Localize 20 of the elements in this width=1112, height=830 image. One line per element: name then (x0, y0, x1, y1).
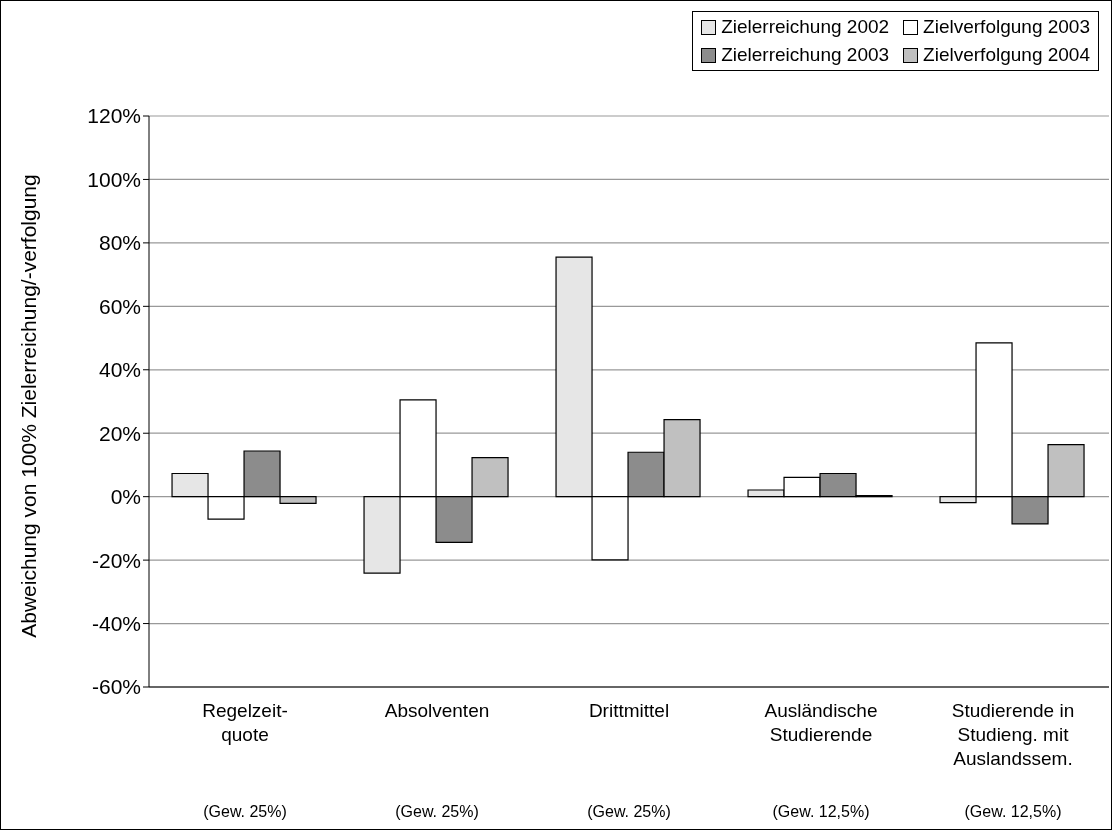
y-axis-title: Abweichung von 100% Zielerreichung/-verfolgung (17, 174, 41, 638)
category-label: Absolventen (Gew. 25%) (384, 700, 490, 820)
y-tick-label: 20% (98, 421, 141, 445)
y-tick-label: 40% (98, 358, 141, 382)
category-label: Regelzeit- quote (Gew. 25%) (202, 700, 288, 820)
legend-label: Zielerreichung 2002 (721, 16, 890, 38)
y-tick-label: 120% (87, 104, 141, 128)
legend-label: Zielerreichung 2003 (721, 44, 890, 66)
y-tick-label: -40% (91, 612, 141, 636)
y-tick-label: 80% (98, 231, 141, 255)
y-tick-label: -60% (91, 675, 141, 699)
legend-label: Zielverfolgung 2003 (923, 16, 1090, 38)
category-label: Ausländische Studierende (Gew. 12,5%) (764, 700, 878, 820)
category-label: Studierende in Studieng. mit Auslandssem. (Gew. 12,5%) (951, 700, 1075, 820)
category-label: Drittmittel (Gew. 25%) (587, 700, 671, 820)
y-tick-label: 0% (110, 485, 141, 509)
legend-label: Zielverfolgung 2004 (923, 44, 1090, 66)
y-tick-label: 100% (87, 167, 141, 191)
y-tick-label: -20% (91, 548, 141, 572)
y-tick-label: 60% (98, 294, 141, 318)
